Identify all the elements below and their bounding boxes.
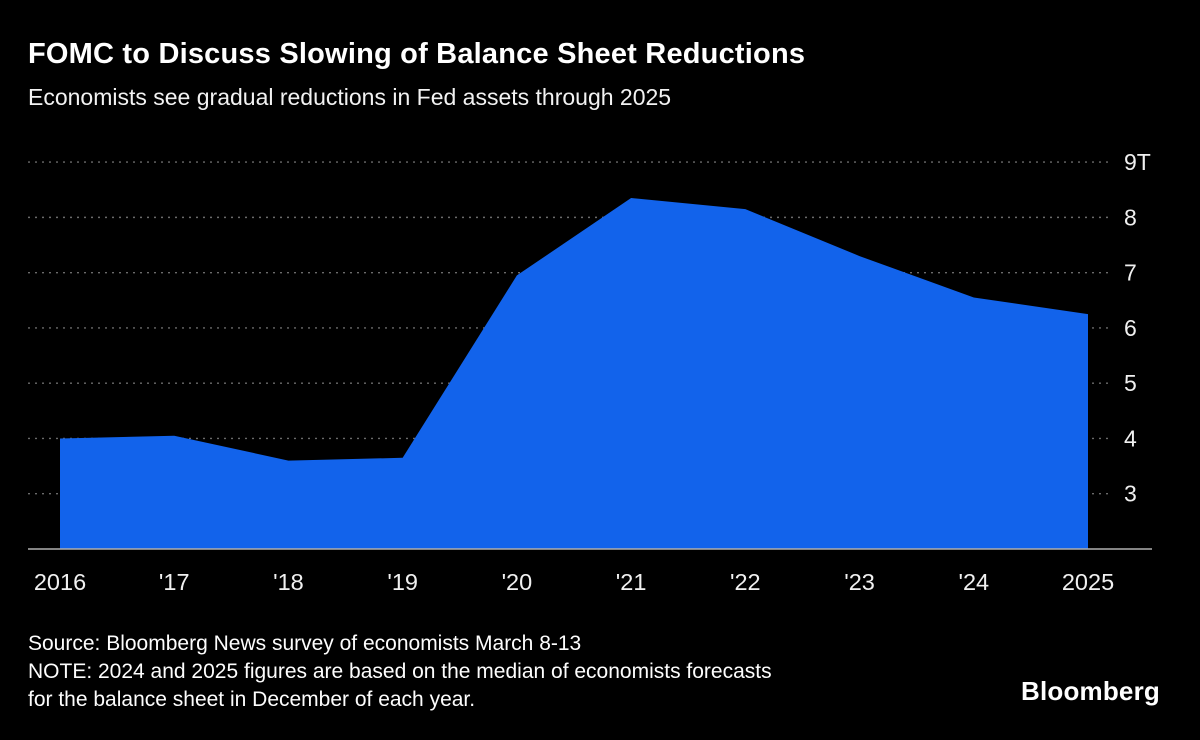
x-tick-label: 2016 xyxy=(34,569,86,595)
chart-footer: Source: Bloomberg News survey of economi… xyxy=(28,630,772,714)
balance-sheet-area-chart: 3 4 5 6 7 8 9T 2016 '17 '18 '19 '20 '21 '22 '23 '24 2025 xyxy=(28,149,1152,595)
y-tick-label: 8 xyxy=(1124,204,1137,230)
bloomberg-logo: Bloomberg xyxy=(1020,676,1160,706)
chart-title: FOMC to Discuss Slowing of Balance Sheet… xyxy=(28,38,806,70)
y-tick-label: 6 xyxy=(1124,315,1137,341)
x-tick-label: '18 xyxy=(273,569,304,595)
y-tick-label: 9T xyxy=(1124,149,1151,175)
x-tick-label: 2025 xyxy=(1062,569,1114,595)
note-text-line1: NOTE: 2024 and 2025 figures are based on… xyxy=(28,660,772,683)
x-tick-label: '24 xyxy=(958,569,989,595)
x-tick-label: '20 xyxy=(502,569,533,595)
y-tick-label: 4 xyxy=(1124,425,1137,451)
chart-subtitle: Economists see gradual reductions in Fed… xyxy=(28,84,672,110)
x-tick-label: '19 xyxy=(387,569,418,595)
x-tick-label: '21 xyxy=(616,569,647,595)
source-text: Source: Bloomberg News survey of economi… xyxy=(28,632,582,655)
x-tick-label: '23 xyxy=(844,569,875,595)
area-series xyxy=(60,198,1088,549)
y-tick-label: 7 xyxy=(1124,260,1137,286)
y-tick-label: 3 xyxy=(1124,481,1137,507)
y-tick-label: 5 xyxy=(1124,370,1137,396)
x-tick-label: '17 xyxy=(159,569,190,595)
x-tick-label: '22 xyxy=(730,569,761,595)
note-text-line2: for the balance sheet in December of eac… xyxy=(28,688,476,711)
